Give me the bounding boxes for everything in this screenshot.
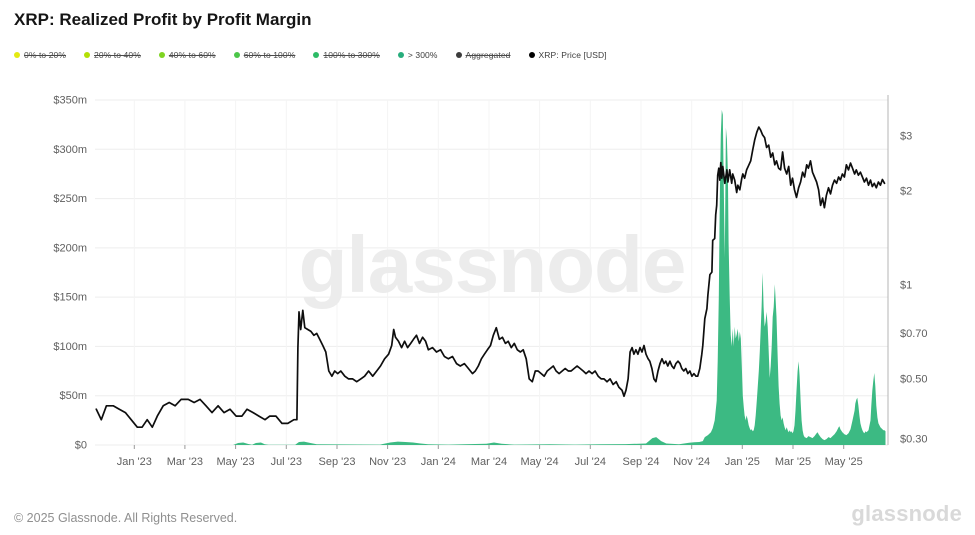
x-tick-label: May '25	[825, 456, 863, 468]
y-left-tick-label: $150m	[53, 292, 87, 304]
x-tick-label: Sep '24	[623, 456, 660, 468]
y-left-tick-label: $300m	[53, 144, 87, 156]
legend-item-6[interactable]: Aggregated	[455, 50, 511, 60]
series-area-realized-profit-gt300[interactable]	[96, 109, 886, 446]
legend-label: 100% to 300%	[323, 50, 380, 60]
legend-label: 20% to 40%	[94, 50, 141, 60]
legend-item-1[interactable]: 20% to 40%	[84, 50, 141, 60]
x-tick-label: Mar '24	[471, 456, 507, 468]
y-left-tick-label: $100m	[53, 341, 87, 353]
legend-item-4[interactable]: 100% to 300%	[313, 50, 380, 60]
x-tick-label: Jul '23	[271, 456, 302, 468]
x-tick-label: Mar '25	[775, 456, 811, 468]
y-left-tick-label: $50m	[59, 390, 87, 402]
footer-logo: glassnode	[851, 501, 962, 526]
legend-label: XRP: Price [USD]	[538, 50, 607, 60]
legend-dot	[397, 52, 404, 58]
legend-dot	[313, 52, 320, 58]
x-tick-label: Jan '24	[421, 456, 456, 468]
legend-label: 60% to 100%	[243, 50, 296, 60]
legend-item-3[interactable]: 60% to 100%	[233, 50, 296, 60]
y-right-tick-label: $0.70	[900, 328, 928, 340]
x-tick-label: Jul '24	[575, 456, 606, 468]
legend-item-2[interactable]: 40% to 60%	[158, 50, 216, 60]
legend-dot	[528, 52, 535, 58]
y-left-tick-label: $200m	[53, 242, 87, 254]
legend-label: Aggregated	[465, 50, 511, 60]
y-left-tick-label: $350m	[53, 95, 87, 107]
x-tick-label: Nov '23	[369, 456, 406, 468]
legend-dot	[14, 52, 20, 58]
y-right-tick-label: $2	[900, 186, 912, 198]
chart-svg[interactable]: glassnode $0 $50m $100m $150m $200m $250m $300m…	[0, 0, 975, 490]
legend-dot	[455, 52, 462, 58]
series-line-xrp-price[interactable]	[95, 126, 886, 429]
watermark: glassnode	[299, 220, 686, 309]
legend-label: 40% to 60%	[168, 50, 216, 60]
y-right-tick-label: $0.50	[900, 373, 928, 385]
x-tick-label: Mar '23	[167, 456, 203, 468]
chart-title: XRP: Realized Profit by Profit Margin	[14, 10, 312, 29]
legend: 0% to 20% 20% to 40% 40% to 60% 60% to 100%…	[14, 50, 607, 60]
legend-item-7[interactable]: XRP: Price [USD]	[528, 50, 607, 60]
x-tick-label: Nov '24	[673, 456, 710, 468]
y-left-tick-label: $250m	[53, 193, 87, 205]
legend-item-5[interactable]: > 300%	[397, 50, 438, 60]
legend-dot	[233, 52, 240, 58]
x-tick-label: May '23	[217, 456, 255, 468]
legend-item-0[interactable]: 0% to 20%	[14, 50, 66, 60]
x-tick-label: May '24	[521, 456, 559, 468]
legend-label: > 300%	[407, 50, 438, 60]
y-right-tick-label: $1	[900, 280, 912, 292]
legend-dot	[84, 52, 91, 58]
y-right-tick-label: $0.30	[900, 434, 928, 446]
x-tick-label: Sep '23	[319, 456, 356, 468]
footer-copyright: © 2025 Glassnode. All Rights Reserved.	[14, 511, 238, 525]
x-tick-label: Jan '23	[117, 456, 152, 468]
legend-dot	[158, 52, 165, 58]
y-left-tick-label: $0	[75, 440, 87, 452]
x-tick-label: Jan '25	[725, 456, 760, 468]
legend-label: 0% to 20%	[24, 50, 67, 60]
y-right-tick-label: $3	[900, 131, 912, 143]
